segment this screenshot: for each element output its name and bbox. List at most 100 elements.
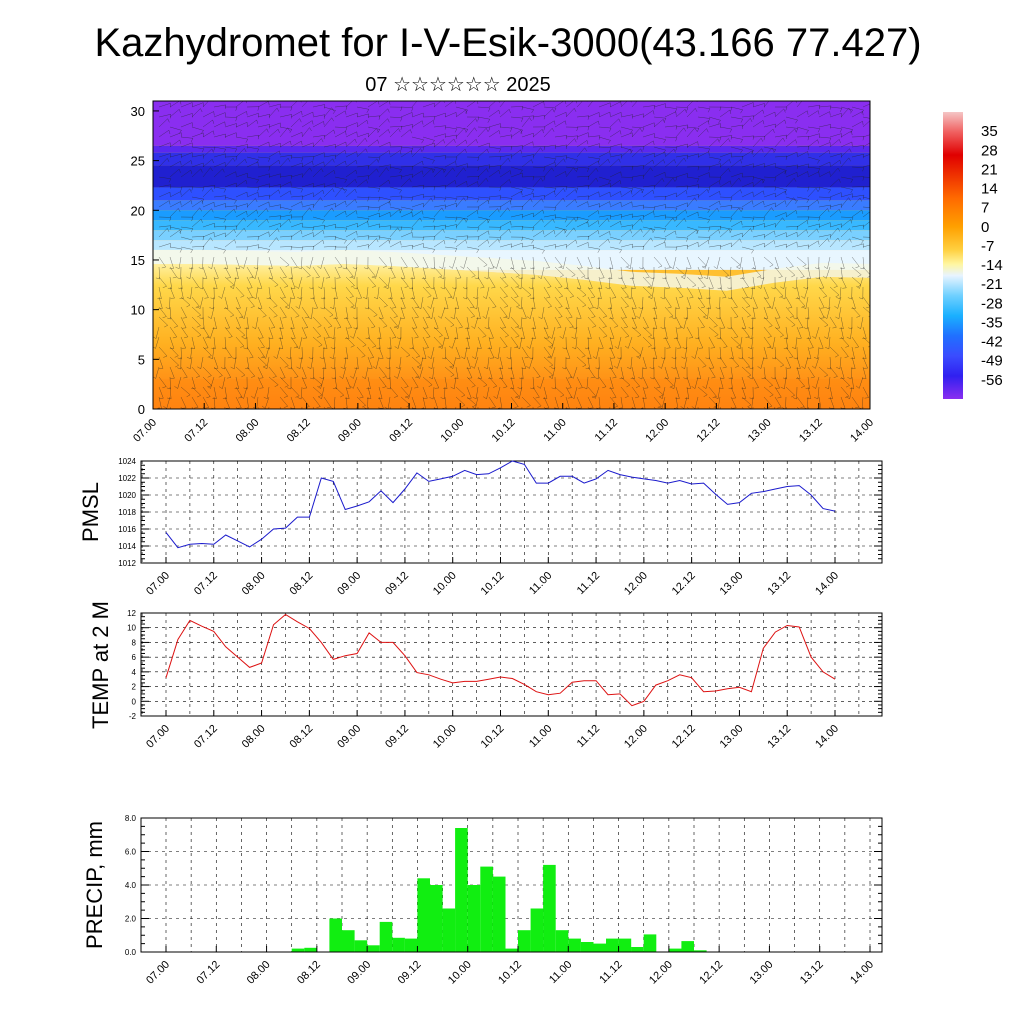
precip-bar — [555, 930, 569, 952]
wind-barb — [466, 356, 472, 369]
wind-barb — [290, 396, 296, 409]
wind-barb — [465, 316, 470, 330]
wind-barb — [609, 191, 622, 198]
wind-barb — [565, 166, 579, 173]
wind-barb — [521, 106, 535, 114]
wind-barb — [422, 236, 436, 241]
wind-barb — [675, 173, 688, 178]
wind-barb — [389, 116, 403, 122]
wind-barb — [397, 326, 402, 340]
precip-bar — [417, 878, 430, 952]
wind-barb — [829, 167, 841, 178]
wind-barb — [729, 346, 734, 359]
wind-barb — [312, 161, 325, 168]
xtick-label: 12.00 — [622, 570, 650, 598]
colorbar-label: 0 — [981, 219, 989, 236]
xtick-label: 10.12 — [479, 723, 507, 751]
wind-barb — [840, 336, 850, 348]
wind-barb — [279, 256, 290, 268]
wind-barb — [785, 316, 796, 328]
wind-barb — [488, 186, 502, 192]
wind-barb — [317, 376, 325, 389]
wind-barb — [169, 356, 180, 368]
wind-barb — [565, 126, 579, 132]
cs-ytick-label: 20 — [131, 203, 145, 218]
wind-barb — [257, 173, 270, 178]
wind-barb — [554, 296, 563, 309]
wind-barb — [730, 232, 743, 238]
wind-barb — [388, 286, 393, 300]
wind-barb — [719, 336, 728, 349]
wind-barb — [719, 205, 733, 210]
wind-barb — [812, 376, 820, 389]
wind-barb — [631, 126, 645, 132]
wind-barb — [543, 366, 554, 378]
wind-barb — [343, 306, 349, 320]
wind-barb — [626, 256, 633, 270]
wind-barb — [345, 222, 358, 228]
colorbar-label: -21 — [981, 276, 1003, 293]
wind-barb — [510, 106, 524, 111]
xtick-label: 09.12 — [383, 570, 411, 598]
wind-barb — [268, 128, 280, 138]
wind-barb — [252, 286, 259, 300]
wind-barb — [763, 376, 774, 388]
wind-barb — [796, 266, 805, 279]
wind-barb — [649, 356, 655, 370]
wind-barb — [268, 150, 281, 158]
wind-barb — [730, 220, 743, 228]
wind-barb — [499, 154, 513, 159]
wind-barb — [273, 346, 281, 360]
wind-barb — [180, 246, 194, 254]
wind-barb — [477, 148, 489, 158]
wind-barb — [433, 207, 445, 218]
wind-barb — [697, 226, 711, 232]
wind-barb — [509, 376, 515, 389]
wind-barb — [416, 356, 424, 370]
wind-barb — [851, 106, 865, 114]
wind-barb — [186, 266, 193, 280]
xtick-label: 12.00 — [647, 959, 675, 987]
wind-barb — [356, 235, 370, 240]
wind-barb — [681, 266, 688, 280]
wind-barb — [741, 225, 755, 231]
wind-barb — [686, 326, 694, 339]
wind-barb — [466, 138, 478, 148]
wind-barb — [465, 326, 471, 339]
wind-barb — [719, 366, 725, 379]
wind-barb — [620, 176, 634, 182]
wind-barb — [411, 101, 423, 108]
wind-barb — [169, 326, 178, 339]
wind-barb — [554, 158, 566, 168]
wind-barb — [719, 126, 733, 133]
wind-barb — [521, 132, 534, 138]
wind-barb — [840, 157, 852, 168]
wind-barb — [488, 109, 501, 118]
wind-barb — [565, 135, 579, 140]
wind-barb — [829, 237, 841, 248]
wind-barb — [717, 276, 722, 290]
wind-barb — [562, 336, 567, 350]
wind-barb — [554, 144, 568, 149]
xtick-label: 07.12 — [194, 959, 222, 987]
wind-barb — [686, 176, 700, 183]
wind-barb — [180, 336, 187, 349]
wind-barb — [158, 113, 171, 119]
wind-barb — [521, 396, 531, 408]
xtick-label: 13.00 — [718, 570, 746, 598]
wind-barb — [245, 356, 250, 370]
wind-barb — [206, 326, 215, 339]
wind-barb — [675, 127, 687, 138]
wind-barb — [664, 177, 676, 188]
wind-barb — [631, 215, 645, 220]
cs-xtick-label: 08.12 — [285, 417, 313, 445]
cs-xtick-label: 10.00 — [438, 417, 466, 445]
wind-barb — [526, 306, 534, 320]
wind-barb — [858, 396, 864, 409]
wind-barb — [763, 396, 773, 408]
wind-barb — [191, 316, 201, 328]
wind-barb — [620, 229, 632, 238]
wind-barb — [334, 160, 347, 168]
wind-barb — [571, 326, 578, 340]
wind-barb — [796, 163, 809, 168]
